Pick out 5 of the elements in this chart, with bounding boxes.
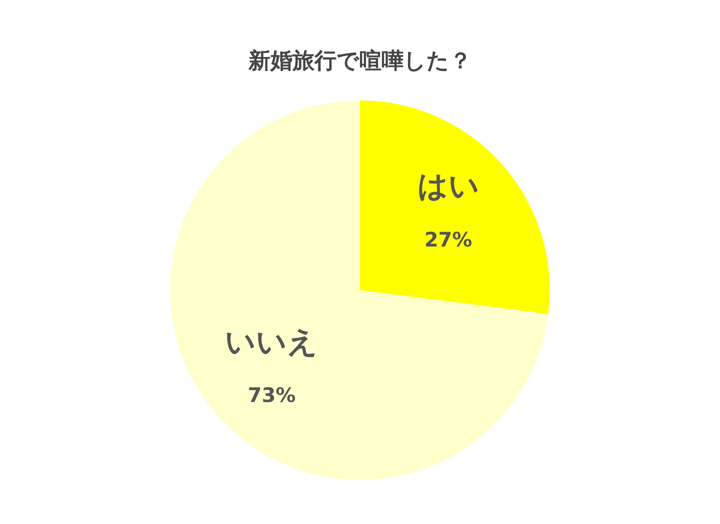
slice-label: はい xyxy=(417,169,480,204)
slice-label: いいえ xyxy=(225,324,318,360)
data-label: 73% xyxy=(248,383,296,408)
data-label: 27% xyxy=(424,228,472,252)
chart-title: 新婚旅行で喧嘩した？ xyxy=(248,48,472,74)
